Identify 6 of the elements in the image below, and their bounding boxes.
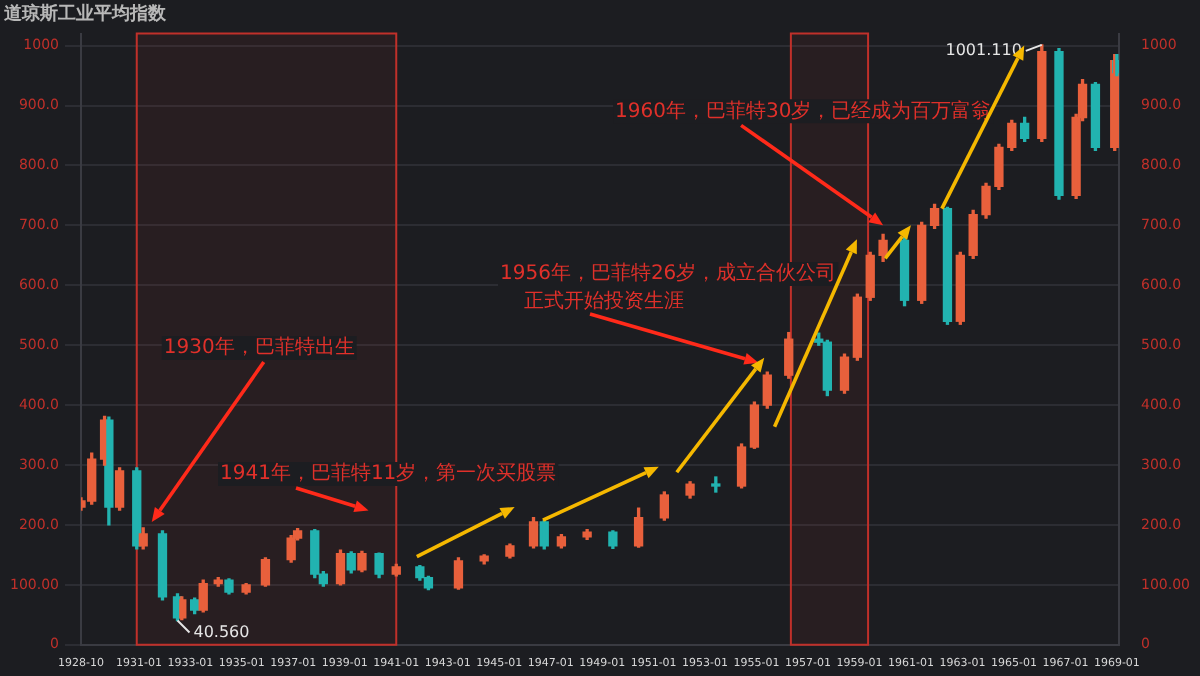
annotation: 1956年，巴菲特26岁，成立合伙公司 bbox=[500, 261, 837, 286]
annotation: 1930年，巴菲特出生 bbox=[163, 335, 355, 360]
chart-title: 道琼斯工业平均指数 bbox=[2, 3, 168, 26]
annotation: 正式开始投资生涯 bbox=[524, 289, 684, 314]
annotation: 40.560 bbox=[193, 622, 250, 641]
annotation: 1941年，巴菲特11岁，第一次买股票 bbox=[220, 461, 557, 486]
